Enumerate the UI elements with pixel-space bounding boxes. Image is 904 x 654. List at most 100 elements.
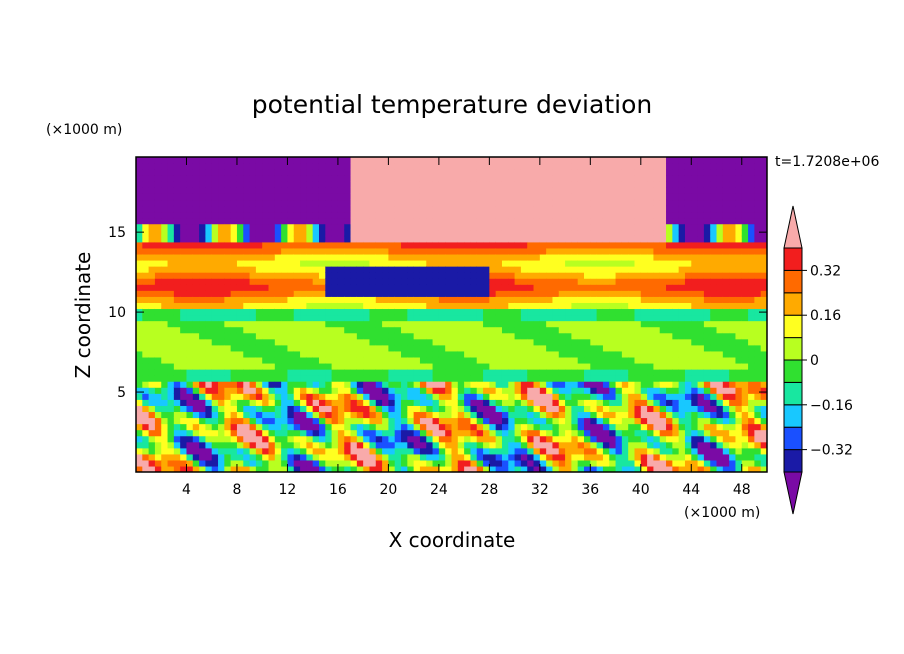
field-cell	[628, 332, 636, 340]
field-cell	[464, 381, 472, 388]
field-cell	[703, 163, 711, 170]
field-cell	[243, 381, 251, 388]
field-cell	[438, 211, 446, 219]
field-cell	[653, 387, 661, 394]
field-cell	[375, 459, 383, 467]
field-cell	[369, 369, 377, 376]
field-cell	[520, 320, 528, 328]
field-cell	[666, 205, 673, 213]
field-cell	[344, 199, 352, 207]
field-cell	[489, 393, 497, 400]
field-cell	[211, 447, 219, 455]
field-cell	[262, 259, 270, 267]
field-cell	[136, 381, 143, 388]
field-cell	[154, 338, 162, 346]
field-cell	[318, 326, 326, 334]
field-cell	[634, 259, 642, 267]
field-cell	[514, 272, 522, 279]
field-cell	[672, 253, 680, 261]
field-cell	[495, 453, 503, 461]
field-cell	[666, 223, 673, 231]
field-cell	[508, 193, 516, 201]
field-cell	[470, 441, 478, 449]
field-cell	[211, 459, 219, 467]
field-cell	[331, 235, 339, 243]
field-cell	[483, 278, 490, 285]
field-cell	[735, 259, 743, 267]
field-cell	[142, 193, 150, 201]
field-cell	[672, 356, 680, 364]
field-cell	[596, 447, 604, 455]
field-cell	[407, 199, 415, 207]
field-cell	[142, 187, 150, 194]
field-cell	[533, 441, 541, 449]
field-cell	[451, 235, 459, 243]
field-cell	[653, 199, 661, 207]
field-cell	[615, 284, 623, 291]
field-cell	[659, 344, 667, 352]
field-cell	[344, 417, 352, 425]
field-cell	[236, 326, 244, 334]
field-cell	[312, 381, 320, 388]
field-cell	[432, 405, 440, 413]
field-cell	[173, 229, 181, 237]
field-cell	[653, 181, 661, 188]
field-cell	[514, 314, 522, 322]
field-cell	[413, 241, 421, 249]
field-cell	[394, 187, 402, 194]
field-cell	[596, 169, 604, 176]
field-cell	[211, 350, 219, 358]
field-cell	[281, 223, 289, 231]
field-cell	[413, 175, 421, 182]
field-cell	[243, 199, 251, 207]
field-cell	[356, 369, 364, 376]
field-cell	[401, 157, 408, 164]
field-cell	[337, 296, 345, 303]
field-cell	[716, 278, 724, 285]
field-cell	[691, 205, 699, 213]
field-cell	[546, 393, 554, 400]
field-cell	[729, 163, 737, 170]
field-cell	[300, 157, 307, 164]
field-cell	[199, 181, 207, 188]
field-cell	[344, 356, 352, 364]
field-cell	[255, 247, 263, 255]
field-cell	[640, 217, 648, 225]
field-cell	[546, 332, 554, 340]
field-cell	[464, 423, 472, 431]
field-cell	[382, 217, 389, 225]
field-cell	[394, 399, 402, 406]
field-cell	[621, 314, 629, 322]
field-cell	[615, 375, 623, 382]
field-cell	[666, 181, 673, 188]
field-cell	[489, 362, 497, 370]
field-cell	[483, 326, 490, 334]
field-cell	[426, 181, 434, 188]
field-cell	[558, 332, 566, 340]
field-cell	[628, 429, 636, 437]
field-cell	[457, 423, 465, 431]
field-cell	[565, 344, 572, 352]
field-cell	[571, 253, 579, 261]
field-cell	[375, 181, 383, 188]
field-cell	[154, 405, 162, 413]
field-cell	[464, 369, 472, 376]
field-cell	[205, 181, 213, 188]
field-cell	[514, 193, 522, 201]
field-cell	[666, 193, 673, 201]
field-cell	[552, 381, 560, 388]
field-cell	[192, 235, 200, 243]
field-cell	[394, 350, 402, 358]
field-cell	[262, 393, 270, 400]
field-cell	[716, 163, 724, 170]
field-cell	[318, 193, 326, 201]
field-cell	[539, 314, 547, 322]
field-cell	[590, 217, 598, 225]
field-cell	[413, 417, 421, 425]
field-cell	[230, 423, 238, 431]
field-cell	[476, 381, 484, 388]
field-cell	[571, 344, 579, 352]
field-cell	[243, 465, 251, 472]
field-cell	[470, 417, 478, 425]
field-cell	[173, 217, 181, 225]
